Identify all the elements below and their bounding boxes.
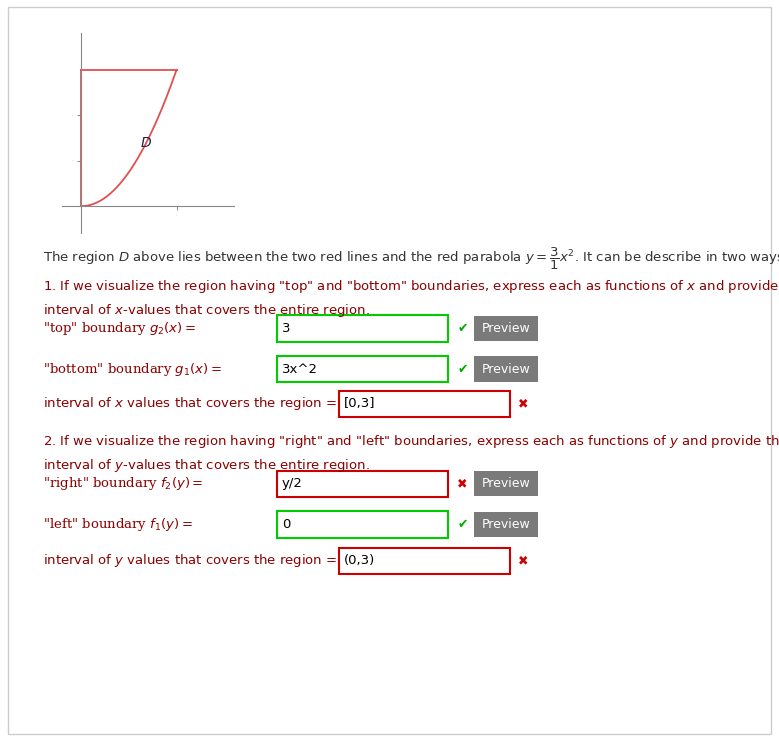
Text: interval of $y$ values that covers the region =: interval of $y$ values that covers the r… (43, 553, 338, 569)
Text: Preview: Preview (482, 362, 530, 376)
Text: ✖: ✖ (518, 397, 528, 411)
Text: "bottom" boundary $g_1(x) = $: "bottom" boundary $g_1(x) = $ (43, 361, 222, 377)
Text: 1. If we visualize the region having "top" and "bottom" boundaries, express each: 1. If we visualize the region having "to… (43, 278, 779, 295)
Text: 0: 0 (282, 518, 291, 531)
Text: "right" boundary $f_2(y) = $: "right" boundary $f_2(y) = $ (43, 476, 203, 492)
Text: Preview: Preview (482, 322, 530, 335)
Text: 2. If we visualize the region having "right" and "left" boundaries, express each: 2. If we visualize the region having "ri… (43, 433, 779, 451)
Text: Preview: Preview (482, 518, 530, 531)
Text: 3x^2: 3x^2 (282, 362, 318, 376)
Text: ✖: ✖ (457, 477, 467, 491)
Text: "top" boundary $g_2(x) = $: "top" boundary $g_2(x) = $ (43, 320, 196, 336)
Text: (0,3): (0,3) (344, 554, 375, 568)
Text: interval of $x$ values that covers the region =: interval of $x$ values that covers the r… (43, 396, 338, 412)
Text: "left" boundary $f_1(y) = $: "left" boundary $f_1(y) = $ (43, 516, 192, 533)
Text: ✖: ✖ (518, 554, 528, 568)
Text: 3: 3 (282, 322, 291, 335)
Text: ✔: ✔ (457, 322, 467, 335)
Text: interval of $y$-values that covers the entire region.: interval of $y$-values that covers the e… (43, 457, 370, 474)
Text: The region $D$ above lies between the two red lines and the red parabola $y = \d: The region $D$ above lies between the tw… (43, 246, 779, 272)
Text: interval of $x$-values that covers the entire region.: interval of $x$-values that covers the e… (43, 302, 370, 319)
Text: [0,3]: [0,3] (344, 397, 375, 411)
Text: ✔: ✔ (457, 518, 467, 531)
Text: Preview: Preview (482, 477, 530, 491)
Text: $D$: $D$ (140, 136, 153, 150)
Text: ✔: ✔ (457, 362, 467, 376)
Text: y/2: y/2 (282, 477, 303, 491)
